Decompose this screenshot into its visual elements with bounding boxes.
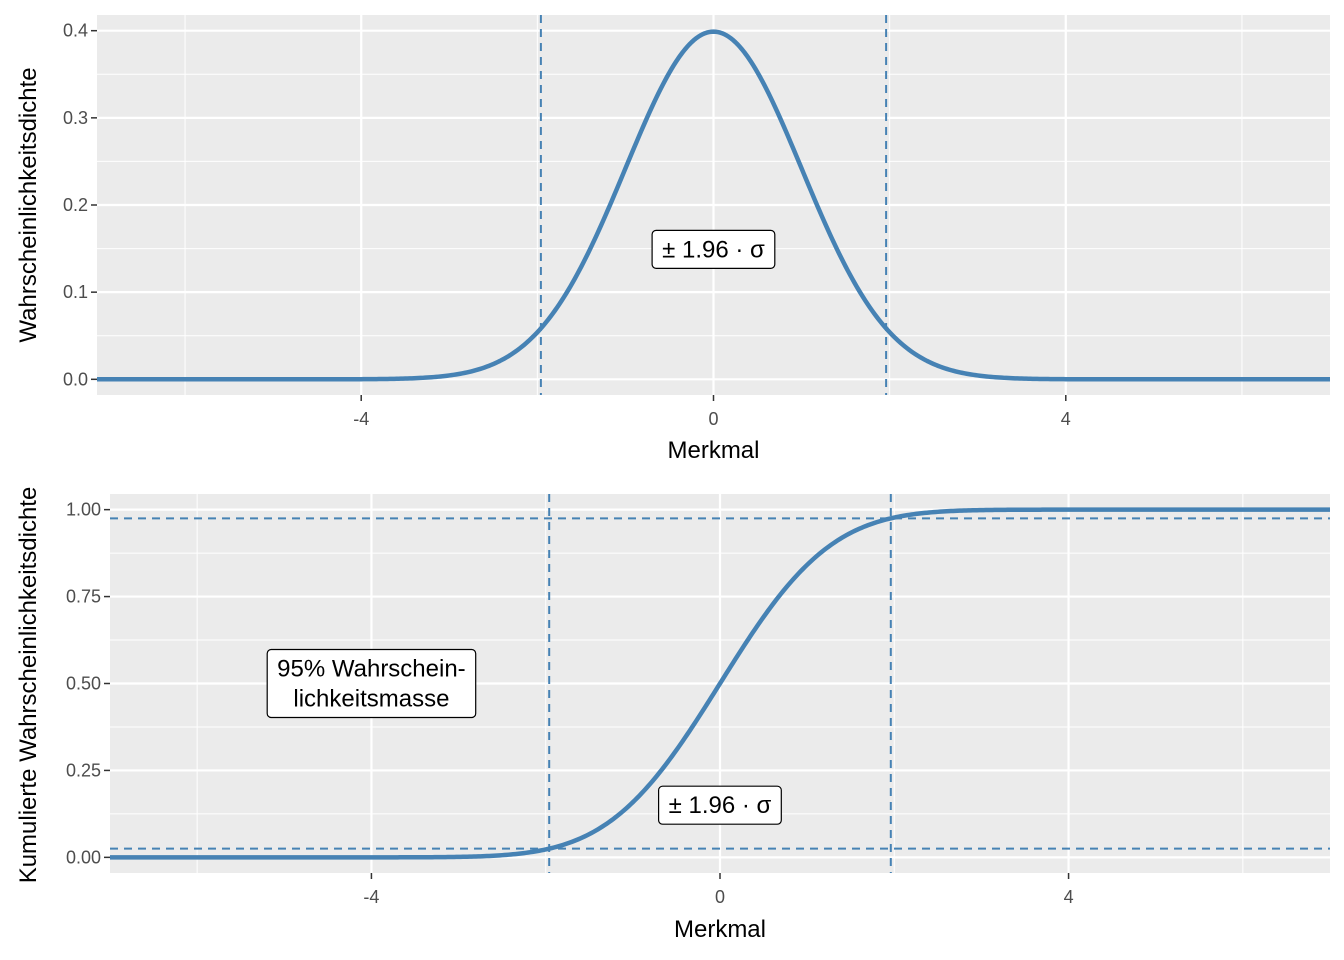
series-line — [109, 507, 1331, 860]
annotation-label: 95% Wahrschein-lichkeitsmasse — [266, 648, 477, 719]
annotation-box — [657, 785, 782, 825]
y-tick-label: 0.3 — [63, 108, 88, 128]
y-axis-title: Kumulierte Wahrscheinlichkeitsdichte — [15, 487, 42, 884]
y-axis-title: Wahrscheinlichkeitsdichte — [15, 67, 42, 342]
cdf-panel: -4 0 4 0.00 0.25 0.50 0.75 1.00 Merkmal Kumuliert… — [15, 487, 1331, 943]
annotation-text: lichkeitsmasse — [293, 686, 449, 713]
annotation-label: ± 1.96 · σ — [657, 785, 782, 825]
x-axis-title: Merkmal — [667, 437, 759, 464]
y-tick-label: 0.2 — [63, 195, 88, 215]
annotation-box — [651, 229, 776, 269]
annotation-text: ± 1.96 · σ — [662, 236, 765, 263]
y-tick-label: 0.1 — [63, 282, 88, 302]
x-tick-label: 4 — [1061, 409, 1071, 429]
y-tick-label: 0.0 — [63, 369, 88, 389]
y-tick-label: 1.00 — [66, 500, 101, 520]
annotation-text: ± 1.96 · σ — [669, 792, 772, 819]
y-tick-label: 0.4 — [63, 21, 88, 41]
y-tick-label: 0.25 — [66, 760, 101, 780]
x-tick-label: 0 — [708, 409, 718, 429]
density-panel: -4 0 4 0.0 0.1 0.2 0.3 0.4 Merkmal Wahrscheinlich… — [15, 15, 1331, 464]
x-tick-label: 4 — [1064, 887, 1074, 907]
annotation-label: ± 1.96 · σ — [651, 229, 776, 269]
y-tick-label: 0.75 — [66, 587, 101, 607]
annotation-text: 95% Wahrschein- — [277, 656, 466, 683]
y-tick-label: 0.50 — [66, 674, 101, 694]
x-tick-label: -4 — [353, 409, 369, 429]
annotation-box — [266, 648, 477, 719]
x-tick-label: -4 — [363, 887, 379, 907]
x-axis-title: Merkmal — [674, 916, 766, 943]
series-line — [96, 29, 1331, 382]
x-tick-label: 0 — [715, 887, 725, 907]
y-tick-label: 0.00 — [66, 847, 101, 867]
